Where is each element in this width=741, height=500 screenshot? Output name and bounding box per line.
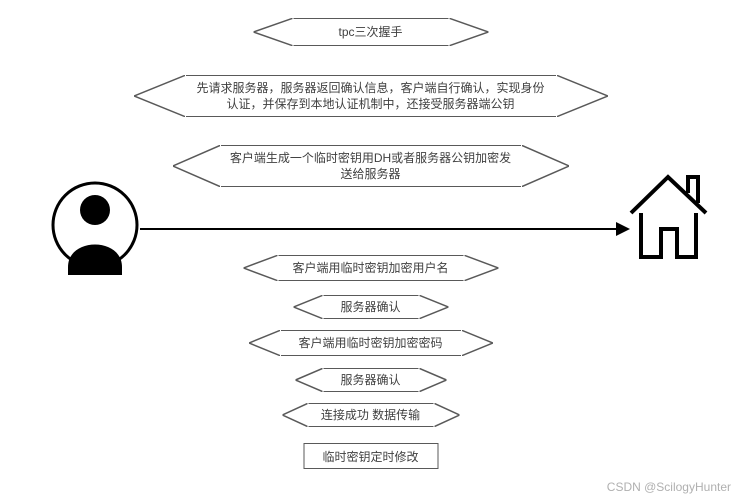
- step-label: 先请求服务器，服务器返回确认信息，客户端自行确认，实现身份认证，并保存到本地认证…: [192, 80, 550, 112]
- arrow-left-icon: [173, 145, 221, 187]
- arrow-right-icon: [556, 75, 608, 117]
- diagram-canvas: tpc三次握手 先请求服务器，服务器返回确认信息，客户端自行确认，实现身份认证，…: [0, 0, 741, 500]
- step-arrow-8: 连接成功 数据传输: [282, 403, 459, 427]
- step-arrow-5: 服务器确认: [293, 295, 448, 319]
- step-label: 客户端生成一个临时密钥用DH或者服务器公钥加密发送给服务器: [227, 150, 515, 182]
- step-label: 连接成功 数据传输: [321, 407, 420, 423]
- step-label: 临时密钥定时修改: [322, 448, 418, 465]
- arrow-left-icon: [243, 255, 278, 281]
- step-arrow-2: 先请求服务器，服务器返回确认信息，客户端自行确认，实现身份认证，并保存到本地认证…: [134, 75, 608, 117]
- step-label: 服务器确认: [340, 299, 400, 315]
- step-arrow-1: tpc三次握手: [253, 18, 488, 46]
- step-label: 服务器确认: [340, 372, 400, 388]
- step-arrow-3: 客户端生成一个临时密钥用DH或者服务器公钥加密发送给服务器: [173, 145, 569, 187]
- arrow-right-icon: [521, 145, 569, 187]
- server-house-icon: [621, 165, 716, 270]
- step-label: tpc三次握手: [338, 24, 402, 40]
- step-arrow-7: 服务器确认: [295, 368, 446, 392]
- main-flow-arrow-head: [616, 222, 630, 236]
- arrow-right-icon: [461, 330, 493, 356]
- arrow-right-icon: [448, 18, 488, 46]
- step-arrow-6: 客户端用临时密钥加密密码: [249, 330, 493, 356]
- arrow-left-icon: [134, 75, 186, 117]
- step-label: 客户端用临时密钥加密密码: [298, 335, 442, 351]
- arrow-left-icon: [295, 368, 323, 392]
- step-arrow-4: 客户端用临时密钥加密用户名: [243, 255, 498, 281]
- arrow-left-icon: [282, 403, 308, 427]
- main-flow-arrow: [140, 228, 620, 230]
- watermark-text: CSDN @ScilogyHunter: [607, 480, 731, 494]
- arrow-left-icon: [253, 18, 293, 46]
- arrow-left-icon: [293, 295, 323, 319]
- client-person-icon: [50, 175, 140, 290]
- arrow-left-icon: [249, 330, 281, 356]
- arrow-right-icon: [418, 368, 446, 392]
- step-box-9: 临时密钥定时修改: [303, 443, 438, 469]
- arrow-right-icon: [433, 403, 459, 427]
- step-label: 客户端用临时密钥加密用户名: [292, 260, 448, 276]
- arrow-right-icon: [418, 295, 448, 319]
- arrow-right-icon: [463, 255, 498, 281]
